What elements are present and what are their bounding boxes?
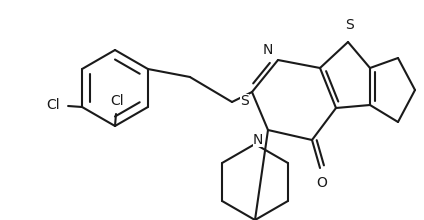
Text: N: N	[253, 133, 263, 147]
Text: S: S	[346, 18, 354, 32]
Text: O: O	[317, 176, 327, 190]
Text: Cl: Cl	[47, 98, 60, 112]
Text: N: N	[262, 43, 273, 57]
Text: Cl: Cl	[110, 94, 124, 108]
Text: S: S	[240, 94, 249, 108]
